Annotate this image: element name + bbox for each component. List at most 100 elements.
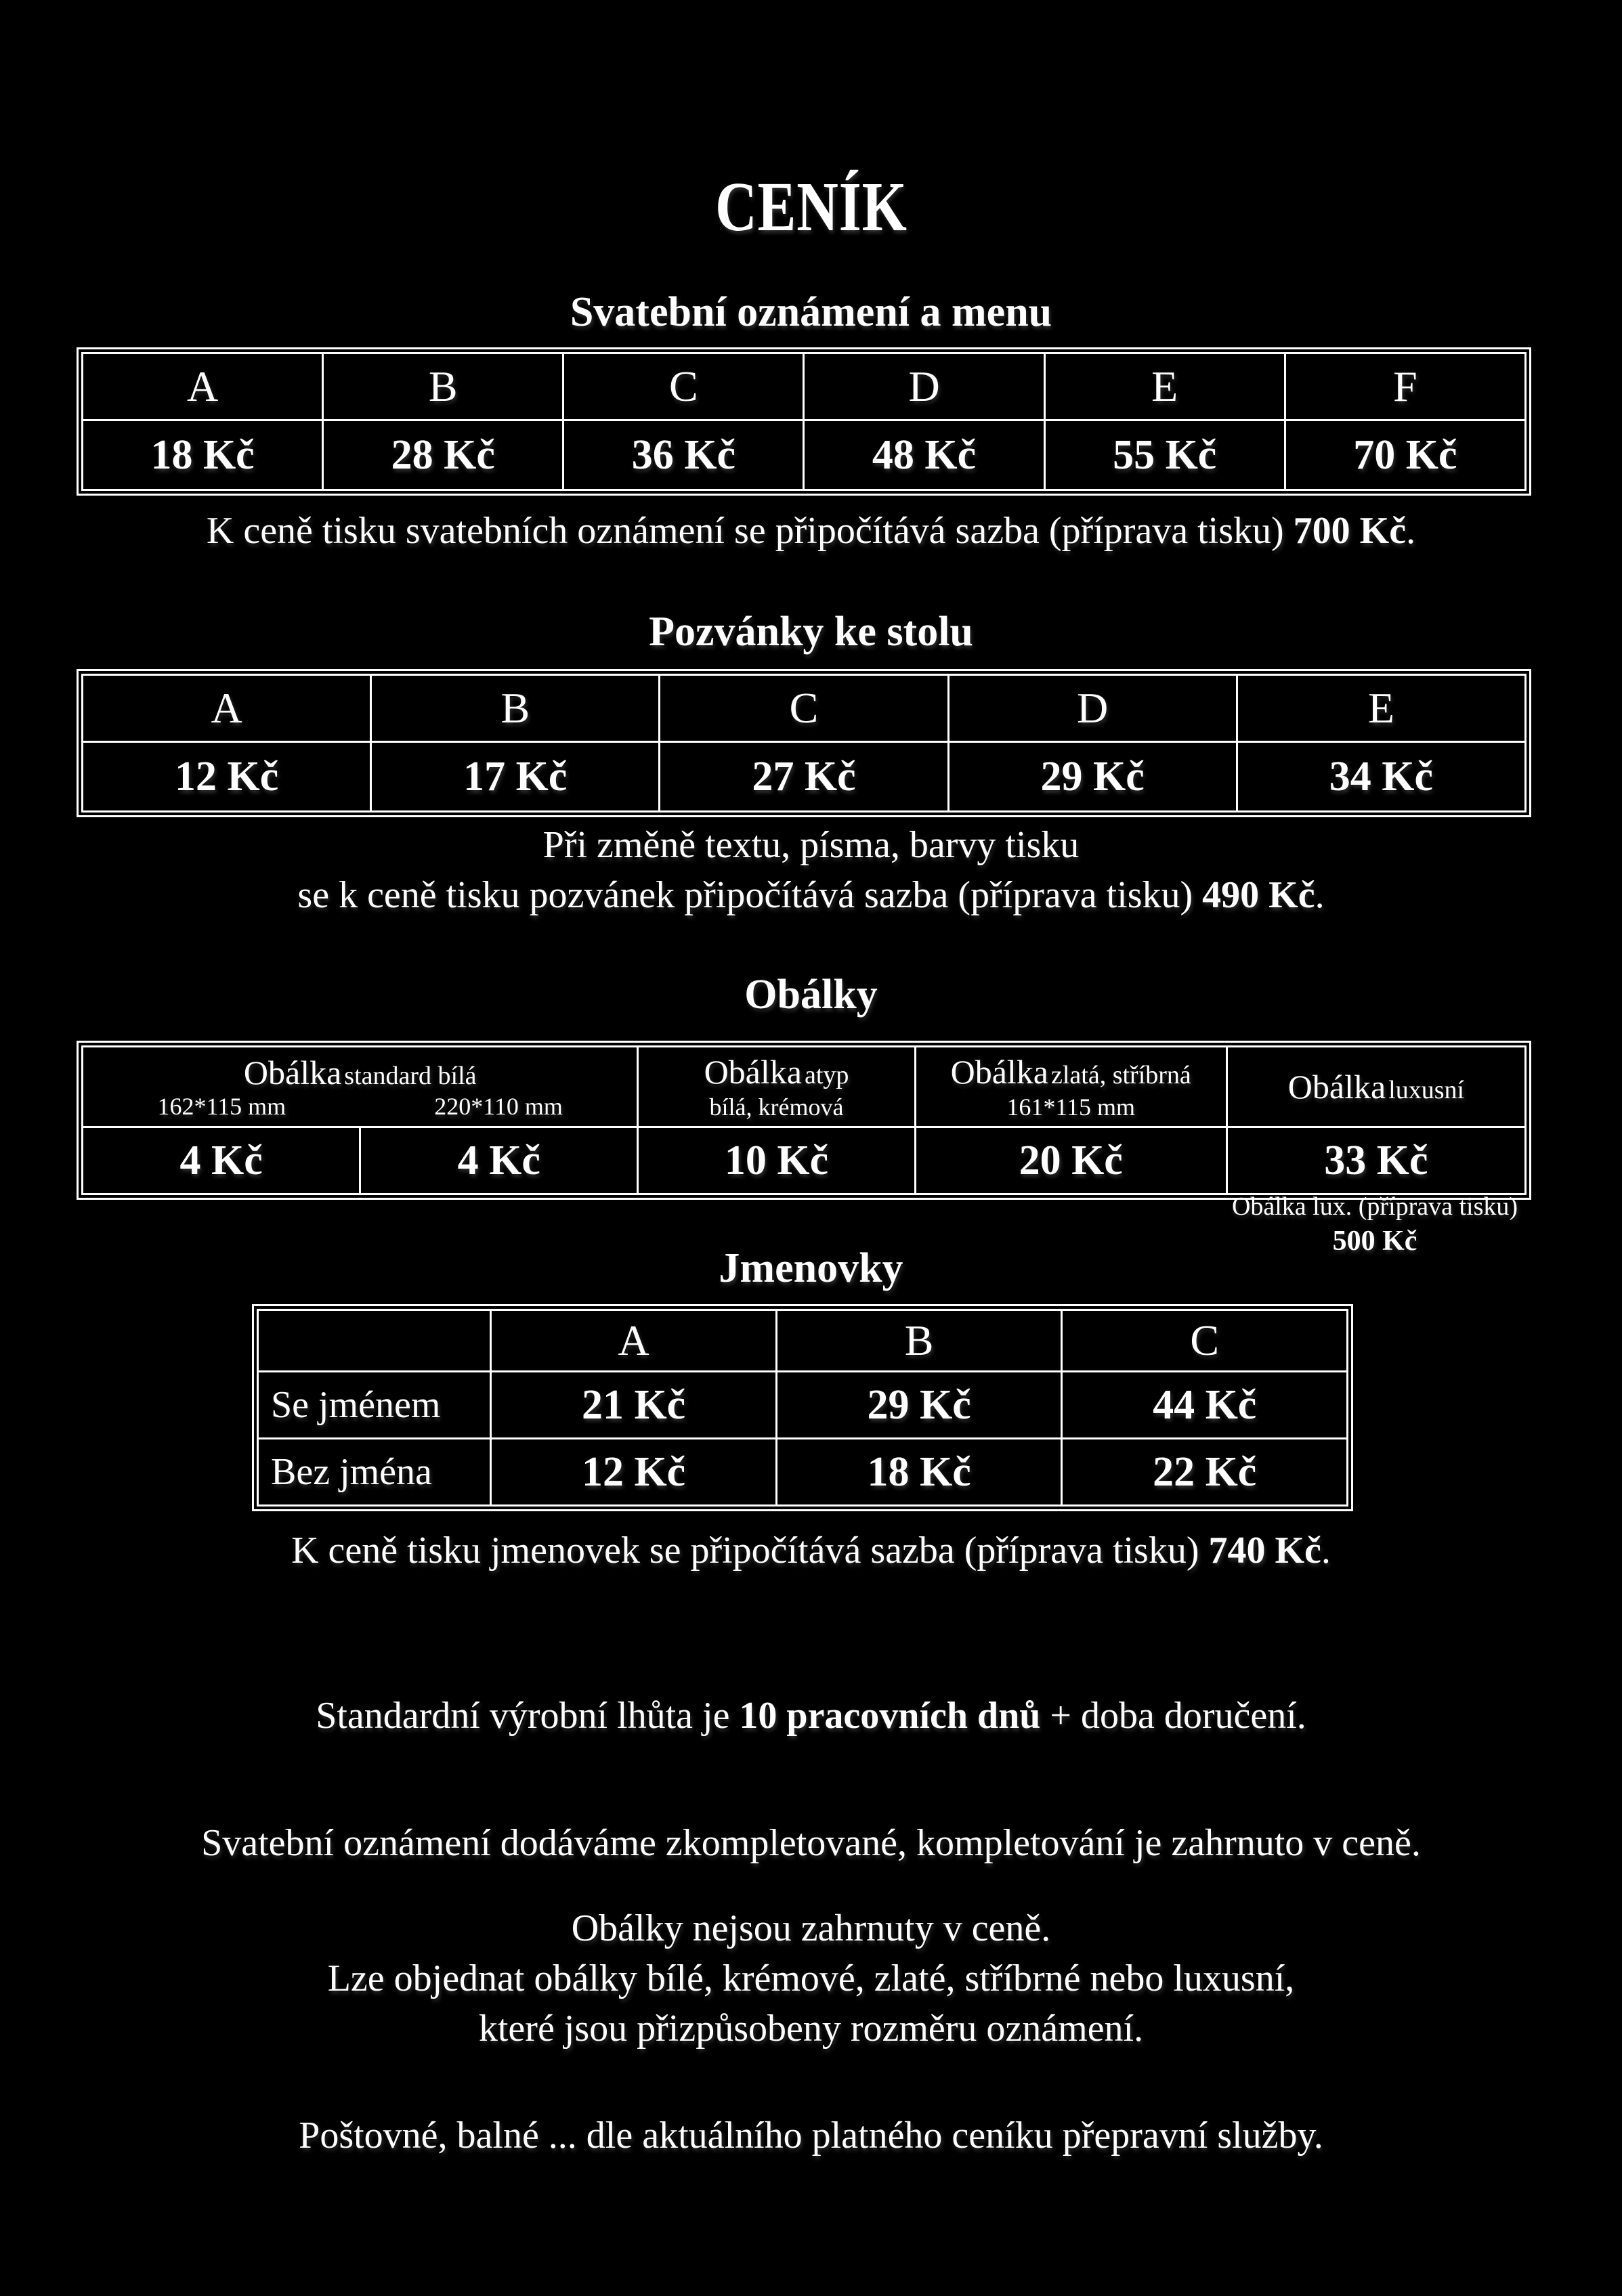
column-header: D: [947, 674, 1238, 743]
note-period: .: [1315, 873, 1325, 916]
column-header: B: [370, 674, 661, 743]
envelope-name: Obálka: [243, 1054, 342, 1091]
price-cell: 70 Kč: [1283, 419, 1527, 491]
envelope-size-left: 162*115 mm: [157, 1093, 286, 1120]
page-title-text: CENÍK: [714, 168, 908, 246]
svatebni-table-grid: A B C D E F 18 Kč 28 Kč 36 Kč 48 Kč 55 K…: [81, 352, 1527, 491]
column-header: A: [490, 1309, 777, 1372]
price-cell: 20 Kč: [914, 1126, 1228, 1195]
note-text: K ceně tisku jmenovek se připočítává saz…: [291, 1530, 1209, 1572]
price-cell: 12 Kč: [490, 1437, 777, 1507]
price-cell: 36 Kč: [562, 419, 805, 491]
price-cell: 12 Kč: [81, 741, 372, 813]
pozvanky-header-row: A B C D E: [81, 674, 1527, 743]
price-cell: 29 Kč: [775, 1370, 1063, 1439]
obalky-header-row: Obálka standard bílá 162*115 mm 220*110 …: [81, 1045, 1527, 1128]
note-highlight: 10 pracovních dnů: [739, 1695, 1041, 1737]
jmenovky-header-row: A B C: [256, 1309, 1348, 1372]
svatebni-table: A B C D E F 18 Kč 28 Kč 36 Kč 48 Kč 55 K…: [77, 347, 1531, 496]
shipping-note: Poštovné, balné ... dle aktuálního platn…: [299, 2115, 1323, 2157]
obalky-table-grid: Obálka standard bílá 162*115 mm 220*110 …: [81, 1045, 1527, 1195]
column-header: C: [562, 352, 805, 421]
note-text: Standardní výrobní lhůta je: [316, 1695, 740, 1737]
note-text: K ceně tisku svatebních oznámení se přip…: [206, 510, 1294, 552]
envelope-size-right: 220*110 mm: [434, 1093, 563, 1120]
jmenovky-note: K ceně tisku jmenovek se připočítává saz…: [0, 1529, 1622, 1572]
section-title-pozvanky: Pozvánky ke stolu: [649, 609, 973, 655]
price-cell: 18 Kč: [81, 419, 324, 491]
envelopes-note-line3: které jsou přizpůsobeny rozměru oznámení…: [478, 2007, 1144, 2050]
price-cell: 4 Kč: [359, 1126, 639, 1195]
column-header: A: [81, 352, 324, 421]
production-time-note: Standardní výrobní lhůta je 10 pracovníc…: [0, 1694, 1622, 1737]
lux-note-price: 500 Kč: [1332, 1225, 1417, 1257]
jmenovky-table-grid: A B C Se jménem 21 Kč 29 Kč 44 Kč Bez jm…: [256, 1309, 1348, 1507]
completion-note: Svatební oznámení dodáváme zkompletované…: [201, 1822, 1421, 1864]
note-text: se k ceně tisku pozvánek připočítává saz…: [297, 873, 1203, 916]
corner-cell: [256, 1309, 492, 1372]
envelope-name: Obálka: [1287, 1068, 1386, 1106]
envelope-header-zlata: Obálka zlatá, stříbrná 161*115 mm: [914, 1045, 1228, 1128]
pozvanky-table: A B C D E 12 Kč 17 Kč 27 Kč 29 Kč 34 Kč: [77, 669, 1531, 817]
section-title-obalky: Obálky: [744, 972, 878, 1018]
lux-note-label: Obálka lux. (příprava tisku): [1231, 1192, 1518, 1221]
lux-envelope-note: Obálka lux. (příprava tisku) 500 Kč: [1189, 1190, 1561, 1259]
svatebni-header-row: A B C D E F: [81, 352, 1527, 421]
price-cell: 48 Kč: [803, 419, 1046, 491]
obalky-table: Obálka standard bílá 162*115 mm 220*110 …: [77, 1041, 1531, 1200]
envelope-title: Obálka standard bílá: [85, 1053, 636, 1092]
row-label: Bez jména: [256, 1437, 492, 1507]
envelope-title: Obálka zlatá, stříbrná: [917, 1052, 1224, 1091]
price-cell: 21 Kč: [490, 1370, 777, 1439]
pozvanky-table-grid: A B C D E 12 Kč 17 Kč 27 Kč 29 Kč 34 Kč: [81, 674, 1527, 813]
envelopes-note: Obálky nejsou zahrnuty v ceně. Lze objed…: [0, 1904, 1622, 2054]
row-label: Se jménem: [256, 1370, 492, 1439]
price-cell: 33 Kč: [1225, 1126, 1527, 1195]
svatebni-price-row: 18 Kč 28 Kč 36 Kč 48 Kč 55 Kč 70 Kč: [81, 419, 1527, 491]
price-cell: 55 Kč: [1043, 419, 1286, 491]
envelope-desc: standard bílá: [344, 1062, 477, 1090]
jmenovky-row-without-name: Bez jména 12 Kč 18 Kč 22 Kč: [256, 1437, 1348, 1507]
envelope-name: Obálka: [704, 1053, 802, 1091]
note-text: + doba doručení.: [1040, 1695, 1306, 1737]
page-title: CENÍK: [0, 167, 1622, 247]
envelope-sub: bílá, krémová: [709, 1093, 844, 1121]
svatebni-note: K ceně tisku svatebních oznámení se přip…: [0, 509, 1622, 553]
jmenovky-table: A B C Se jménem 21 Kč 29 Kč 44 Kč Bez jm…: [252, 1304, 1353, 1511]
price-cell: 34 Kč: [1235, 741, 1527, 813]
column-header: B: [322, 352, 565, 421]
price-cell: 29 Kč: [947, 741, 1238, 813]
column-header: E: [1235, 674, 1527, 743]
price-cell: 22 Kč: [1061, 1437, 1348, 1507]
pozvanky-note-line2: se k ceně tisku pozvánek připočítává saz…: [0, 871, 1622, 921]
column-header: C: [1061, 1309, 1348, 1372]
column-header: D: [803, 352, 1046, 421]
envelope-name: Obálka: [950, 1053, 1048, 1091]
envelope-header-atyp: Obálka atyp bílá, krémová: [637, 1045, 916, 1128]
envelope-title: Obálka luxusní: [1229, 1067, 1523, 1106]
envelopes-note-line1: Obálky nejsou zahrnuty v ceně.: [571, 1907, 1051, 1949]
note-period: .: [1321, 1530, 1331, 1572]
price-cell: 17 Kč: [370, 741, 661, 813]
column-header: E: [1043, 352, 1286, 421]
envelope-desc: atyp: [804, 1061, 849, 1089]
envelope-sub: 161*115 mm: [1006, 1093, 1136, 1121]
envelope-sizes: 162*115 mm 220*110 mm: [85, 1092, 636, 1121]
price-cell: 10 Kč: [637, 1126, 916, 1195]
pozvanky-price-row: 12 Kč 17 Kč 27 Kč 29 Kč 34 Kč: [81, 741, 1527, 813]
price-cell: 18 Kč: [775, 1437, 1063, 1507]
jmenovky-row-with-name: Se jménem 21 Kč 29 Kč 44 Kč: [256, 1370, 1348, 1439]
note-price: 490 Kč: [1202, 873, 1315, 916]
pozvanky-note-line1: Při změně textu, písma, barvy tisku: [542, 824, 1080, 866]
column-header: A: [81, 674, 372, 743]
section-title-svatebni: Svatební oznámení a menu: [570, 289, 1052, 335]
note-price: 700 Kč: [1293, 510, 1407, 552]
envelope-desc: luxusní: [1388, 1076, 1465, 1104]
note-price: 740 Kč: [1208, 1530, 1321, 1572]
column-header: C: [658, 674, 949, 743]
column-header: F: [1283, 352, 1527, 421]
price-cell: 44 Kč: [1061, 1370, 1348, 1439]
obalky-price-row: 4 Kč 4 Kč 10 Kč 20 Kč 33 Kč: [81, 1126, 1527, 1195]
price-cell: 28 Kč: [322, 419, 565, 491]
